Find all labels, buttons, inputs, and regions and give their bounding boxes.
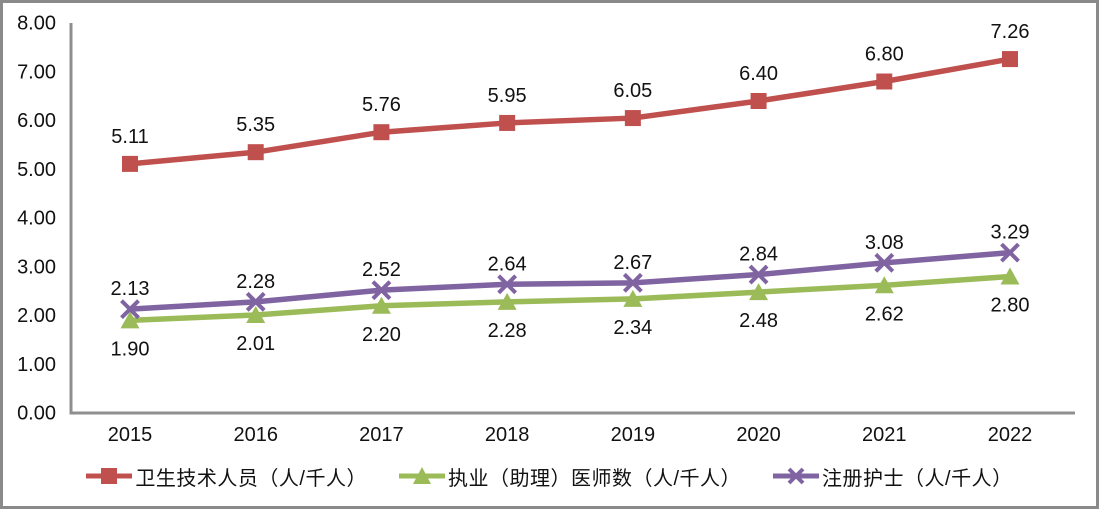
- data-label: 3.08: [865, 232, 904, 254]
- series-line-0: [127, 56, 1013, 167]
- data-label: 2.48: [739, 310, 778, 332]
- legend-label-registered-nurses: 注册护士（人/千人）: [822, 467, 1013, 490]
- data-point-marker: [1002, 51, 1018, 68]
- data-label: 7.26: [991, 21, 1030, 43]
- data-label: 5.11: [111, 126, 148, 148]
- legend-item-licensed-physicians: 执业（助理）医师数（人/千人）: [398, 462, 742, 491]
- x-tick-label: 2016: [233, 424, 278, 446]
- y-tick-label: 1.00: [17, 354, 56, 376]
- data-label: 2.20: [362, 324, 401, 346]
- y-tick-label: 0.00: [17, 403, 56, 425]
- y-tick-label: 8.00: [17, 13, 56, 35]
- data-label: 2.28: [236, 271, 275, 293]
- legend-item-registered-nurses: 注册护士（人/千人）: [773, 462, 1013, 491]
- y-tick-label: 6.00: [17, 110, 56, 132]
- legend-item-health-technicians: 卫生技术人员（人/千人）: [86, 462, 367, 491]
- data-label: 2.34: [613, 317, 652, 339]
- x-tick-label: 2020: [736, 424, 781, 446]
- data-label: 2.13: [111, 278, 150, 300]
- y-tick-label: 3.00: [17, 256, 56, 278]
- red-square-line-marker-icon: [86, 467, 133, 485]
- y-tick-label: 2.00: [17, 305, 56, 327]
- data-point-marker: [246, 306, 266, 324]
- data-label: 2.01: [236, 333, 275, 355]
- data-label: 1.90: [111, 338, 150, 360]
- data-label: 2.64: [488, 253, 527, 275]
- data-label: 5.76: [362, 94, 401, 116]
- data-point-marker: [497, 274, 518, 295]
- y-tick-label: 4.00: [17, 208, 56, 230]
- data-point-marker: [749, 283, 769, 301]
- data-point-marker: [623, 289, 643, 307]
- data-point-marker: [1000, 242, 1020, 263]
- x-tick-label: 2019: [611, 424, 656, 446]
- x-tick-label: 2022: [988, 424, 1033, 446]
- data-label: 3.29: [991, 222, 1030, 244]
- data-label: 2.28: [488, 320, 527, 342]
- data-label: 2.80: [991, 295, 1030, 317]
- x-tick-label: 2017: [359, 424, 404, 446]
- data-point-marker: [750, 93, 767, 109]
- y-tick-label: 5.00: [17, 159, 56, 181]
- data-label: 2.84: [739, 244, 778, 266]
- data-point-marker: [247, 144, 264, 161]
- data-point-marker: [499, 114, 516, 131]
- x-tick-label: 2015: [108, 424, 153, 446]
- data-point-marker: [874, 252, 895, 273]
- data-point-marker: [120, 299, 140, 320]
- green-triangle-line-marker-icon: [398, 467, 445, 485]
- data-label: 5.95: [488, 85, 527, 107]
- data-point-marker: [120, 311, 140, 329]
- y-tick-label: 7.00: [17, 61, 56, 83]
- data-point-marker: [1000, 267, 1020, 285]
- data-point-marker: [245, 291, 266, 312]
- data-point-marker: [371, 280, 392, 301]
- data-point-marker: [622, 272, 643, 293]
- purple-x-line-marker-icon: [773, 467, 820, 485]
- legend-label-licensed-physicians: 执业（助理）医师数（人/千人）: [447, 467, 742, 490]
- data-point-marker: [373, 124, 390, 141]
- data-label: 2.67: [613, 252, 652, 274]
- x-tick-label: 2018: [485, 424, 530, 446]
- data-point-marker: [371, 296, 391, 314]
- data-point-marker: [122, 155, 138, 172]
- chart-legend: 卫生技术人员（人/千人） 执业（助理）医师数（人/千人） 注册护士（人/千人）: [0, 459, 1099, 493]
- data-label: 2.52: [362, 259, 401, 281]
- data-label: 6.40: [739, 63, 778, 85]
- data-point-marker: [874, 276, 894, 294]
- data-point-marker: [497, 292, 517, 310]
- series-line-2: [127, 249, 1013, 312]
- data-label: 6.05: [613, 80, 652, 102]
- series-line-1: [127, 273, 1013, 324]
- data-label: 2.62: [865, 303, 904, 325]
- x-tick-label: 2021: [862, 424, 907, 446]
- data-point-marker: [624, 110, 641, 127]
- data-label: 5.35: [236, 114, 275, 136]
- data-point-marker: [876, 73, 893, 90]
- data-label: 6.80: [865, 44, 904, 66]
- legend-label-health-technicians: 卫生技术人员（人/千人）: [135, 467, 367, 490]
- data-point-marker: [748, 264, 769, 285]
